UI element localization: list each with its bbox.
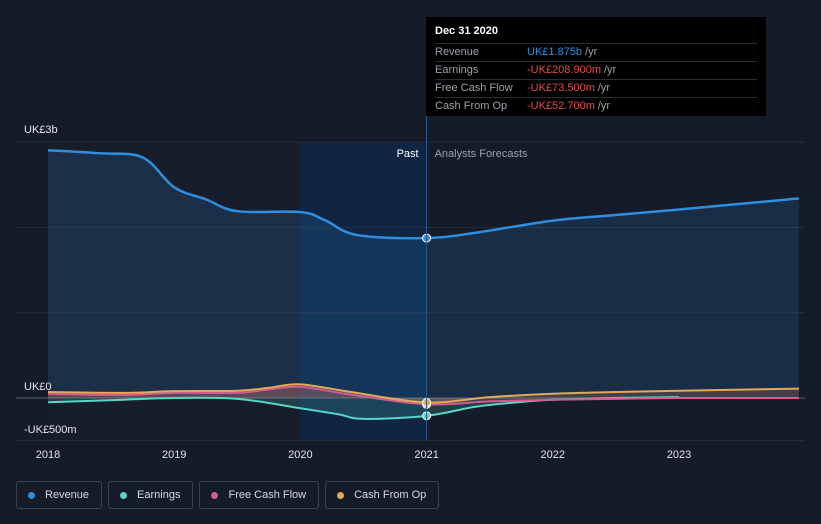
legend-item-cash-from-op[interactable]: Cash From Op: [325, 481, 440, 509]
x-axis-label: 2019: [162, 449, 186, 461]
tooltip-label: Cash From Op: [435, 100, 508, 112]
past-shade-recent: [300, 142, 427, 441]
tooltip-row-earnings: Earnings -UK£208.900m /yr: [435, 61, 757, 79]
series-area-earnings: [48, 397, 679, 419]
forecast-label: Analysts Forecasts: [435, 148, 528, 160]
legend-label: Cash From Op: [354, 489, 427, 501]
tooltip-value: UK£1.875b: [527, 46, 583, 58]
legend-dot-icon: [211, 491, 219, 499]
legend-label: Revenue: [45, 489, 90, 501]
legend-item-free-cash-flow[interactable]: Free Cash Flow: [199, 481, 320, 509]
x-axis-label: 2021: [414, 449, 438, 461]
x-axis-label: 2018: [36, 449, 60, 461]
tooltip-value: -UK£208.900m: [527, 64, 601, 76]
tooltip-label: Earnings: [435, 64, 479, 76]
tooltip-unit: /yr: [597, 82, 611, 94]
tooltip-row-free-cash-flow: Free Cash Flow -UK£73.500m /yr: [435, 79, 757, 97]
legend-dot-icon: [28, 491, 35, 499]
y-axis-label: UK£0: [24, 381, 52, 393]
y-axis-label: UK£3b: [24, 124, 58, 136]
series-line-revenue: [47, 148, 800, 240]
tooltip-unit: /yr: [585, 46, 598, 58]
tooltip-date: Dec 31 2020: [435, 25, 498, 37]
legend-item-earnings[interactable]: Earnings: [108, 481, 194, 509]
series-line-free-cash-flow: [47, 385, 799, 406]
tooltip-row-cash-from-op: Cash From Op -UK£52.700m /yr: [435, 97, 757, 115]
x-axis-label: 2022: [541, 449, 565, 461]
tooltip-row-revenue: Revenue UK£1.875b /yr: [435, 43, 757, 61]
legend-dot-icon: [120, 491, 128, 499]
tooltip-unit: /yr: [597, 100, 611, 112]
tooltip-value: -UK£52.700m: [527, 100, 595, 112]
chart-tooltip: Dec 31 2020 Revenue UK£1.875b /yr Earnin…: [426, 17, 766, 116]
chart-axes: UK£3b UK£0 -UK£500m 2018 2019 2020 2021 2022 202…: [24, 112, 691, 461]
x-axis-label: 2023: [667, 449, 691, 461]
tooltip-value: -UK£73.500m: [527, 82, 595, 94]
tooltip-unit: /yr: [604, 64, 617, 76]
legend-dot-icon: [337, 491, 345, 499]
y-axis-label: -UK£500m: [24, 424, 77, 436]
chart-series[interactable]: [47, 148, 800, 421]
tooltip-label: Free Cash Flow: [435, 82, 513, 94]
x-axis-label: 2020: [288, 449, 312, 461]
chart-legend: Revenue Earnings Free Cash Flow Cash Fro…: [16, 481, 440, 509]
legend-label: Free Cash Flow: [228, 489, 307, 501]
legend-label: Earnings: [137, 489, 181, 501]
series-line-cash-from-op: [47, 383, 799, 404]
legend-item-revenue[interactable]: Revenue: [16, 481, 103, 509]
tooltip-label: Revenue: [435, 46, 480, 58]
past-label: Past: [397, 148, 419, 160]
